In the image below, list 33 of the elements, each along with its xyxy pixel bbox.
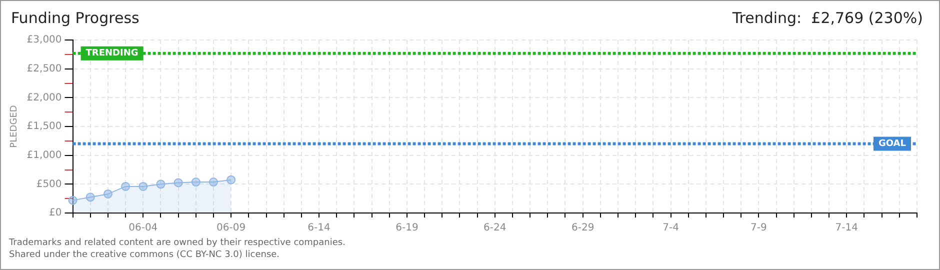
x-tick-label: 06-04: [128, 222, 158, 234]
x-tick-label: 7-9: [750, 222, 767, 234]
point: [86, 192, 95, 202]
ref-line-label: TRENDING: [86, 48, 138, 59]
y-tick-label: £500: [36, 178, 62, 190]
text: Trademarks and related content are owned by their respective companies.: [9, 237, 346, 249]
y-tick-label: £1,000: [26, 150, 62, 161]
y-tick-label: £2,500: [26, 63, 62, 74]
chart-title: Funding Progress: [11, 9, 140, 29]
point: [121, 182, 130, 191]
point: [138, 182, 148, 191]
x-tick-label: 6-14: [308, 222, 330, 234]
chart-subtitle: Trending: £2,769 (230%): [732, 9, 923, 29]
point: [68, 196, 78, 205]
point: [156, 180, 166, 189]
x-tick-label: 6-29: [571, 222, 594, 234]
x-tick-label: 7-4: [662, 222, 679, 234]
x-tick-label: 6-19: [396, 222, 418, 234]
point: [103, 189, 112, 198]
point: [174, 178, 183, 188]
y-tick-label: £3,000: [26, 34, 62, 46]
y-axis-title: PLEDGED: [10, 105, 20, 148]
x-tick-label: 06-09: [216, 222, 246, 234]
point: [226, 175, 236, 184]
y-tick-label: £1,500: [26, 121, 62, 132]
x-tick-label: 6-24: [484, 222, 506, 234]
text: Shared under the creative commons (CC BY-NC 3.0) license.: [9, 249, 281, 261]
x-tick-label: 7-14: [835, 222, 858, 234]
y-tick-label: £2,000: [26, 92, 62, 104]
point: [208, 178, 218, 187]
point: [191, 178, 200, 187]
y-tick-label: £0: [49, 208, 62, 219]
ref-line-label: GOAL: [878, 139, 906, 150]
